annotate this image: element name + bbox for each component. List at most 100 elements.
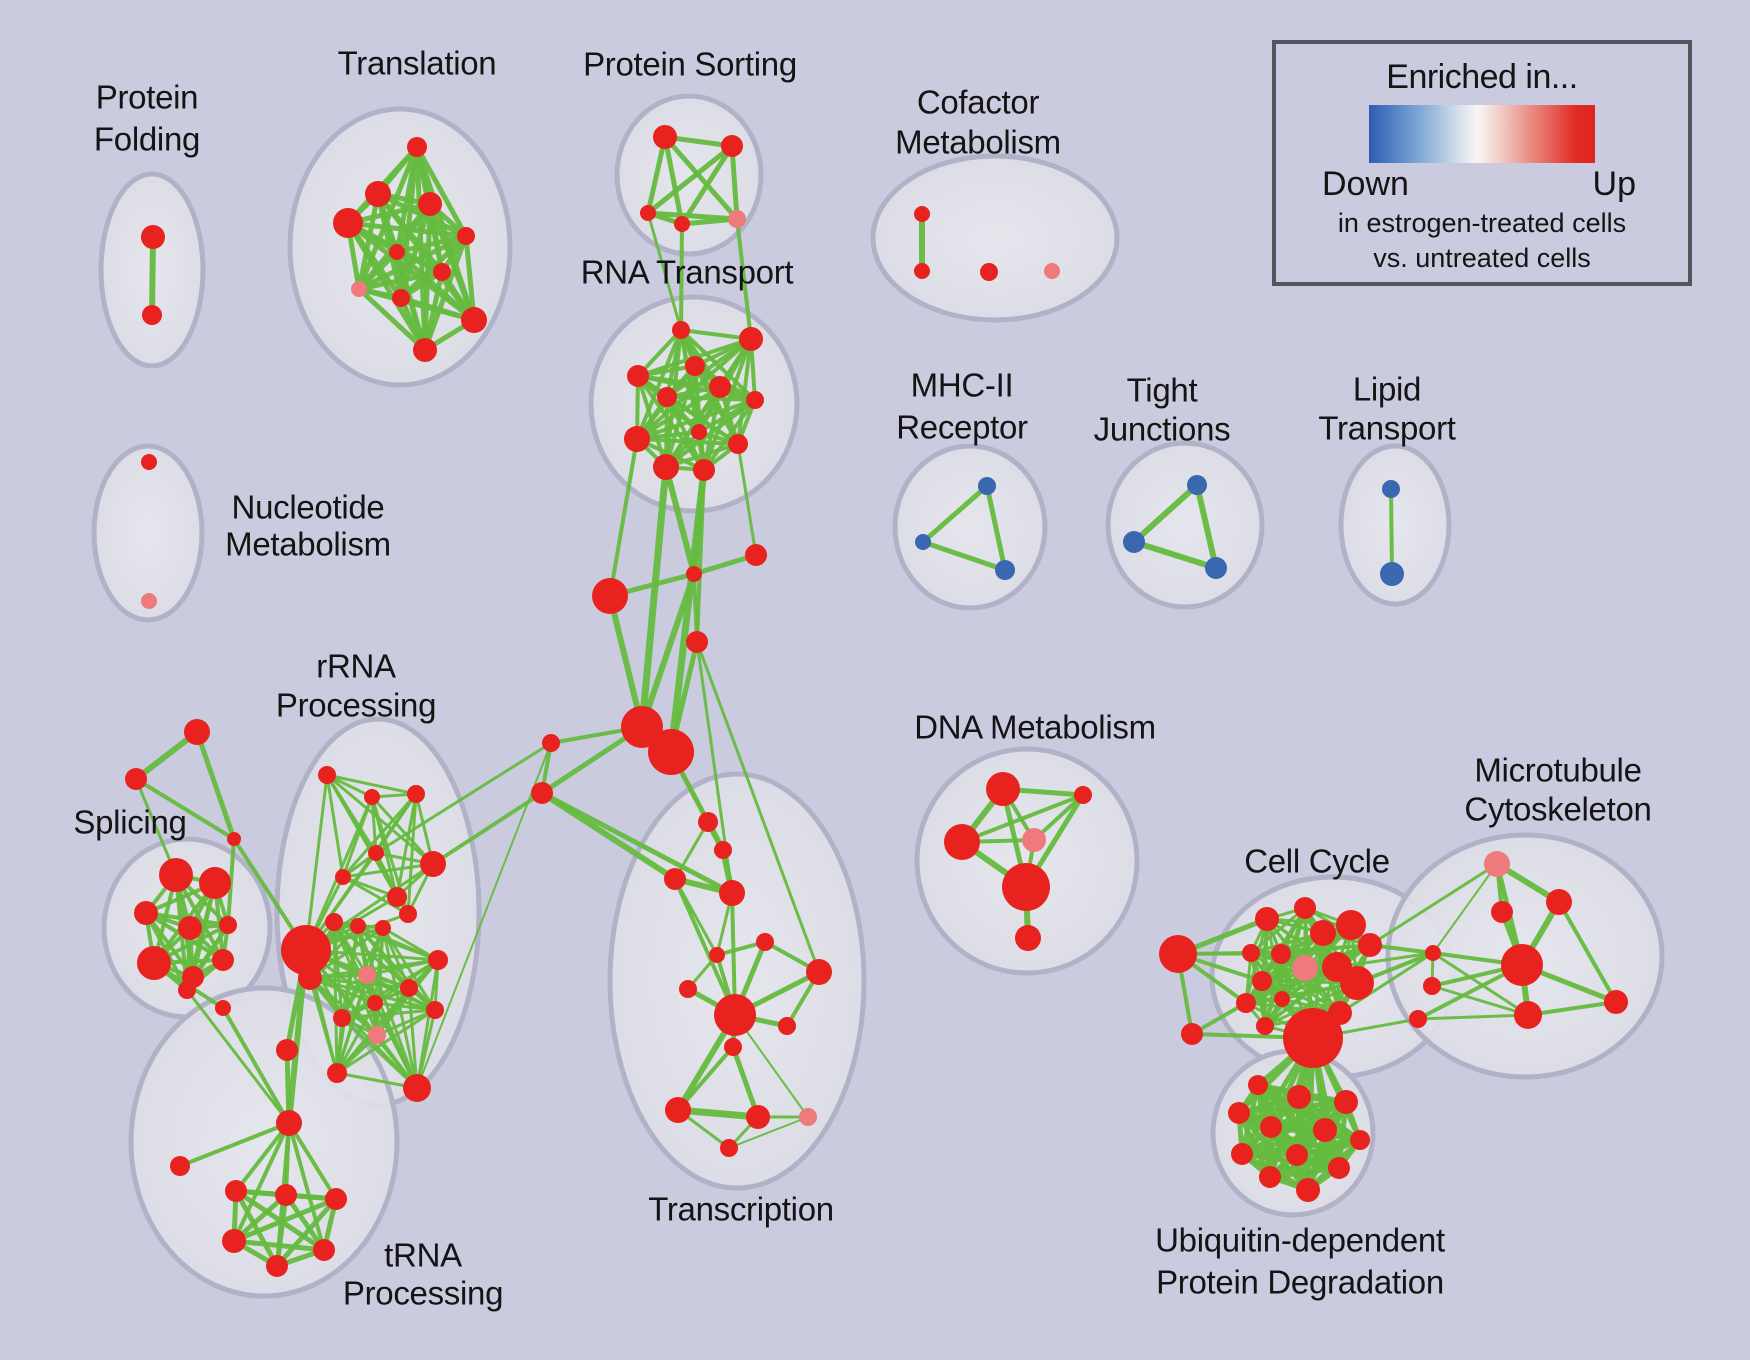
node-RT10: [653, 454, 679, 480]
cluster-ellipses: [91, 93, 1665, 1299]
node-TP0: [225, 1180, 247, 1202]
cluster-cofactor-metabolism-label-line2: Metabolism: [895, 124, 1061, 161]
node-PF0: [141, 225, 165, 249]
edge-R18-R20: [375, 1008, 437, 1037]
edge-CC1-CC5: [1249, 906, 1307, 955]
node-TR6: [806, 959, 832, 985]
node-T2: [418, 192, 442, 216]
node-RT7: [691, 424, 707, 440]
node-R8: [325, 913, 343, 931]
edge-STA-S0: [134, 777, 178, 877]
node-TP5: [266, 1255, 288, 1277]
edge-R0-RH: [304, 773, 329, 952]
node-TR12: [746, 1105, 770, 1129]
edge-M0-M2: [984, 483, 1008, 573]
edge-TJ0-TJ1: [1131, 482, 1200, 545]
node-D3: [1022, 828, 1046, 852]
cluster-cofactor-metabolism-ellipse: [870, 153, 1120, 323]
node-R0: [318, 766, 336, 784]
edge-CC8-MTc: [1335, 951, 1435, 969]
node-STC: [227, 832, 241, 846]
edge-RT9-C1: [736, 442, 758, 557]
node-MT6: [1604, 990, 1628, 1014]
node-R9: [350, 918, 366, 934]
edge-PS4-RT1: [735, 217, 753, 341]
node-S1: [199, 867, 231, 899]
edge-C5-TR3: [539, 790, 735, 896]
edge-TP2-TP3: [231, 1196, 339, 1244]
cluster-splicing-label: Splicing: [73, 804, 186, 841]
cluster-protein-sorting-label: Protein Sorting: [583, 46, 797, 83]
node-RT5: [709, 376, 731, 398]
node-T4: [457, 227, 475, 245]
node-S8: [178, 981, 196, 999]
node-M2: [995, 560, 1015, 580]
node-R6: [387, 887, 407, 907]
edge-T3-T4: [345, 220, 469, 239]
node-C2: [592, 578, 628, 614]
edge-MTc-MT5: [1431, 951, 1530, 1017]
node-TR1: [714, 841, 732, 859]
cluster-protein-folding-label-line2: Folding: [94, 121, 200, 158]
edge-PS2-RT0: [646, 211, 683, 332]
node-D4: [1002, 863, 1050, 911]
edge-M1-M2: [920, 539, 1008, 573]
node-TJ0: [1187, 475, 1207, 495]
node-MT4: [1409, 1010, 1427, 1028]
cluster-protein-folding-label-line1: Protein: [96, 79, 198, 116]
node-R5: [420, 851, 446, 877]
node-PS4: [728, 210, 746, 228]
node-R10: [375, 920, 391, 936]
node-TJ1: [1123, 531, 1145, 553]
edge-R8-R24: [332, 920, 369, 977]
edge-R16-R22: [407, 986, 419, 1090]
node-STA: [125, 768, 147, 790]
node-U11: [1296, 1178, 1320, 1202]
edge-R22-R24: [365, 973, 419, 1090]
node-CF2: [980, 263, 998, 281]
edge-RT0-RT8: [635, 328, 683, 441]
node-L0: [1382, 480, 1400, 498]
edge-R10-R16: [381, 926, 411, 990]
node-RH2: [298, 966, 322, 990]
legend-gradient-bar: [1369, 105, 1595, 163]
node-C0: [686, 566, 702, 582]
node-CC12: [1274, 991, 1290, 1007]
node-RT4: [657, 387, 677, 407]
node-TR10: [724, 1038, 742, 1056]
node-U0: [1248, 1075, 1268, 1095]
edge-TR13-TR14: [728, 1116, 809, 1149]
node-M0: [978, 477, 996, 495]
node-R16: [400, 979, 418, 997]
node-L1: [1380, 562, 1404, 586]
edge-RH2-R21: [308, 976, 339, 1075]
cluster-cofactor-metabolism-label-line1: Cofactor: [917, 84, 1040, 121]
edge-RT3-RT6: [636, 374, 757, 402]
node-U6: [1350, 1130, 1370, 1150]
node-RT6: [746, 391, 764, 409]
node-TR4: [756, 933, 774, 951]
edge-CC8-CC11: [1244, 965, 1339, 1005]
cluster-tight-junctions-label-line2: Junctions: [1094, 411, 1231, 448]
node-T10: [413, 338, 437, 362]
node-U1: [1287, 1085, 1311, 1109]
edge-R0-R2: [325, 773, 418, 796]
edge-R22-C4: [416, 742, 552, 1089]
edge-TH-TP2: [287, 1121, 338, 1201]
edge-CC4-CC6: [1279, 943, 1372, 956]
node-CC4: [1358, 933, 1382, 957]
node-TP1: [275, 1184, 297, 1206]
edge-R17-R18: [373, 1001, 437, 1012]
node-N0: [141, 454, 157, 470]
node-MT1: [1546, 889, 1572, 915]
edge-R2-R4: [341, 792, 418, 879]
edge-RT0-RT6: [679, 328, 757, 402]
node-U7: [1231, 1143, 1253, 1165]
edge-TJ1-TJ2: [1131, 539, 1219, 571]
edge-MT1-MT6: [1557, 900, 1618, 1004]
node-TR13: [799, 1108, 817, 1126]
cluster-lipid-transport-label-line2: Transport: [1318, 410, 1455, 447]
edge-TR2-TR5: [673, 877, 719, 957]
node-TR9: [778, 1017, 796, 1035]
edge-RT8-C2: [608, 437, 639, 598]
